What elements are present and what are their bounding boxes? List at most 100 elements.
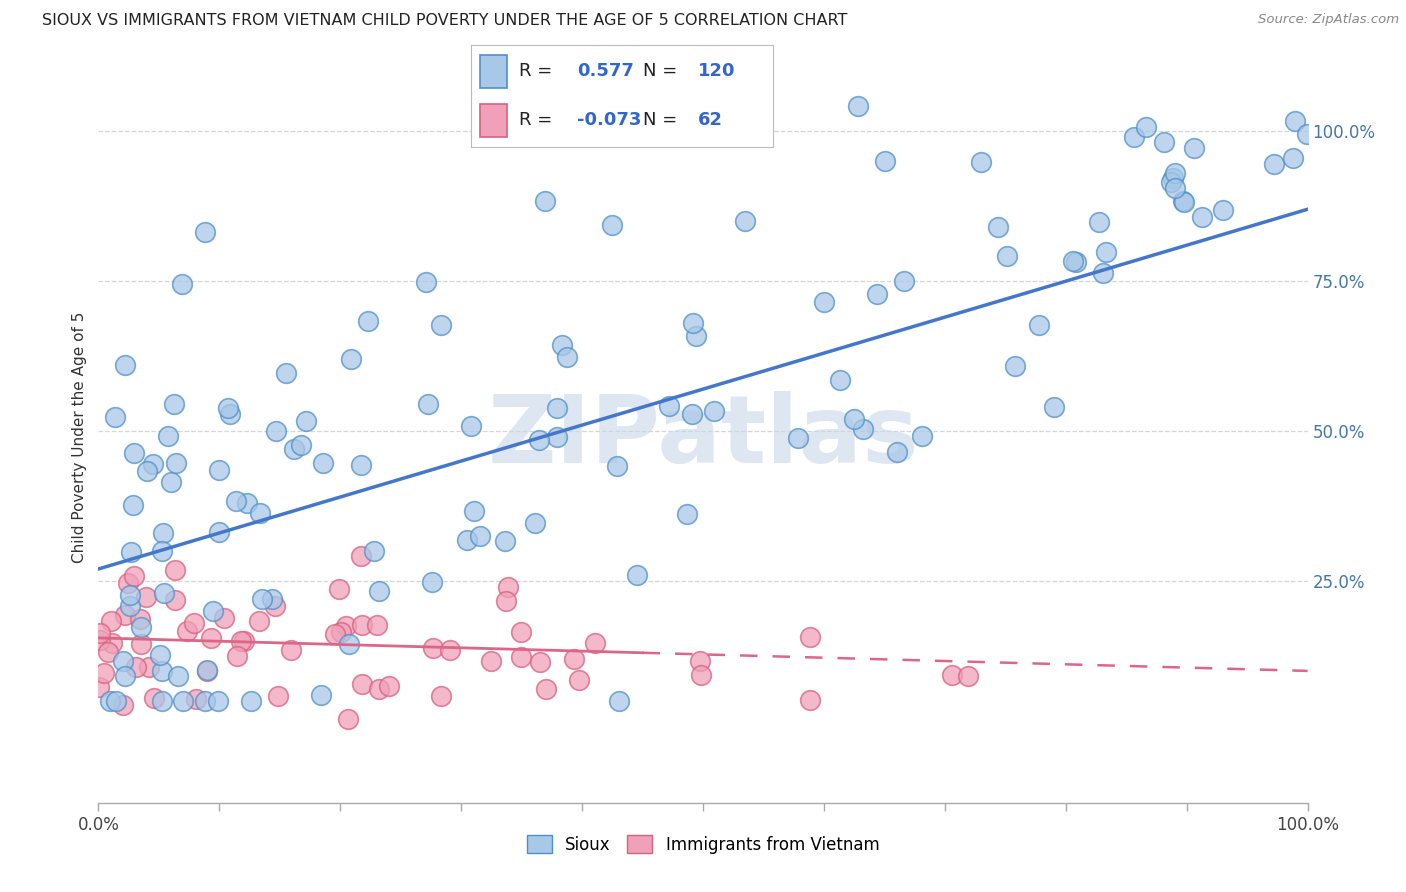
Point — [562, 652, 585, 666]
Point — [100, 694, 122, 708]
Point — [886, 445, 908, 459]
Point — [218, 401, 240, 415]
Point — [1095, 244, 1118, 259]
Point — [136, 464, 159, 478]
Point — [546, 430, 568, 444]
Text: SIOUX VS IMMIGRANTS FROM VIETNAM CHILD POVERTY UNDER THE AGE OF 5 CORRELATION CH: SIOUX VS IMMIGRANTS FROM VIETNAM CHILD P… — [42, 13, 848, 29]
Point — [534, 194, 557, 208]
Text: -0.073: -0.073 — [576, 111, 641, 129]
Bar — [479, 55, 508, 87]
Point — [328, 582, 350, 596]
Point — [339, 352, 361, 367]
Point — [1164, 166, 1187, 180]
Point — [1171, 194, 1194, 208]
Point — [1042, 400, 1064, 414]
Point — [813, 294, 835, 309]
Point — [93, 666, 115, 681]
Text: 120: 120 — [697, 62, 735, 79]
Point — [276, 366, 298, 380]
Point — [787, 431, 810, 445]
Point — [987, 219, 1010, 234]
Point — [415, 275, 437, 289]
Point — [703, 404, 725, 418]
Point — [600, 218, 623, 232]
Point — [163, 397, 186, 411]
Point — [135, 590, 157, 604]
Point — [186, 691, 208, 706]
Point — [160, 475, 183, 489]
Point — [439, 642, 461, 657]
Point — [249, 614, 271, 628]
Point — [114, 359, 136, 373]
Point — [157, 429, 180, 443]
Text: R =: R = — [519, 62, 558, 79]
Point — [124, 446, 146, 460]
Text: 0.577: 0.577 — [576, 62, 634, 79]
Point — [957, 669, 980, 683]
Point — [568, 673, 591, 688]
Point — [690, 668, 713, 682]
Point — [1173, 195, 1195, 210]
Point — [456, 533, 478, 547]
Point — [167, 668, 190, 682]
Point — [626, 567, 648, 582]
Point — [524, 516, 547, 531]
Point — [250, 592, 273, 607]
Point — [463, 504, 485, 518]
Point — [378, 679, 401, 693]
Point — [494, 533, 516, 548]
Point — [509, 649, 531, 664]
Point — [510, 625, 533, 640]
Point — [1062, 254, 1084, 268]
Point — [194, 225, 217, 239]
Point — [852, 422, 875, 436]
Point — [283, 442, 305, 456]
Point — [200, 631, 222, 645]
Point — [1091, 266, 1114, 280]
Point — [294, 414, 316, 428]
Point — [682, 316, 704, 330]
Point — [420, 574, 443, 589]
Point — [685, 329, 707, 343]
Point — [875, 153, 897, 168]
Point — [534, 682, 557, 697]
Point — [460, 419, 482, 434]
Point — [197, 664, 219, 678]
Point — [416, 396, 439, 410]
Point — [114, 607, 136, 622]
Bar — [479, 104, 508, 137]
Point — [212, 611, 235, 625]
Point — [236, 495, 259, 509]
Point — [1153, 135, 1175, 149]
Point — [1284, 114, 1306, 128]
Point — [799, 693, 821, 707]
Point — [129, 637, 152, 651]
Point — [1028, 318, 1050, 332]
Point — [150, 664, 173, 678]
Point — [118, 589, 141, 603]
Point — [350, 458, 373, 473]
Point — [149, 648, 172, 662]
Point — [866, 287, 889, 301]
Point — [166, 456, 188, 470]
Point — [555, 350, 578, 364]
Point — [1282, 151, 1305, 165]
Point — [129, 619, 152, 633]
Point — [101, 636, 124, 650]
Point — [97, 645, 120, 659]
Point — [828, 373, 851, 387]
Point — [676, 507, 699, 521]
Point — [122, 498, 145, 512]
Point — [229, 634, 252, 648]
Point — [117, 576, 139, 591]
Point — [111, 654, 134, 668]
Point — [208, 462, 231, 476]
Point — [125, 660, 148, 674]
Point — [176, 624, 198, 638]
Point — [89, 626, 111, 640]
Point — [290, 438, 312, 452]
Point — [219, 407, 242, 421]
Y-axis label: Child Poverty Under the Age of 5: Child Poverty Under the Age of 5 — [72, 311, 87, 563]
Point — [165, 563, 187, 577]
Point — [842, 412, 865, 426]
